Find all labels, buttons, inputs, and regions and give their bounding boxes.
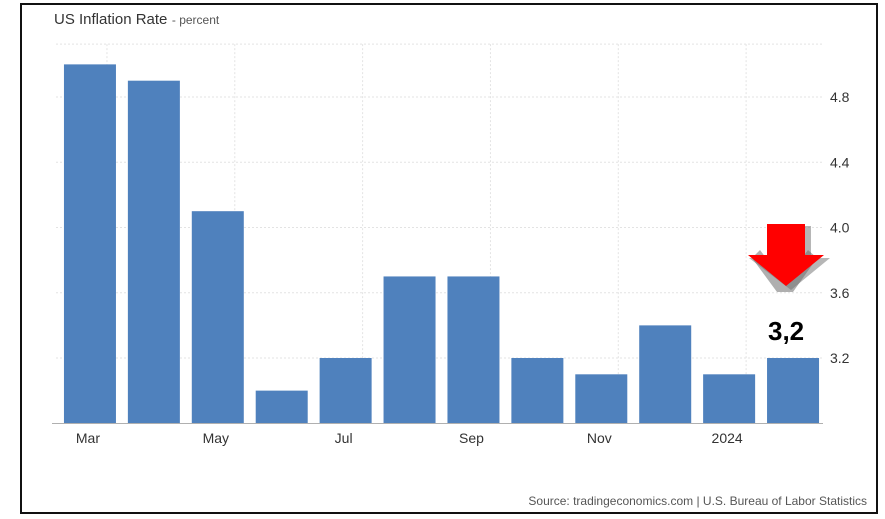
chart-title: US Inflation Rate xyxy=(54,11,168,28)
bar-2024 xyxy=(703,374,756,423)
bar-oct xyxy=(511,358,564,423)
x-tick-label: Mar xyxy=(76,430,100,446)
x-tick-label: Sep xyxy=(459,430,484,446)
bar-sep xyxy=(447,276,500,423)
x-tick-label: Jul xyxy=(335,430,353,446)
y-tick-label: 4.8 xyxy=(830,89,850,105)
bar-jul xyxy=(319,358,372,423)
bar-may xyxy=(191,211,244,423)
y-tick-label: 4.0 xyxy=(830,220,850,236)
y-tick-label: 3.6 xyxy=(830,285,850,301)
x-tick-label: 2024 xyxy=(712,430,743,446)
chart-title-group: US Inflation Rate - percent xyxy=(54,11,219,29)
down-arrow-icon xyxy=(748,224,830,292)
bar-jun xyxy=(255,390,308,423)
latest-value-callout: 3,2 xyxy=(768,316,805,346)
bar-nov xyxy=(575,374,628,423)
y-tick-label: 4.4 xyxy=(830,154,850,170)
bar-mar xyxy=(63,64,116,423)
bar-dec xyxy=(639,325,692,423)
x-tick-label: May xyxy=(203,430,229,446)
chart-subtitle: - percent xyxy=(171,13,220,27)
bar-jan xyxy=(767,358,820,423)
bar-apr xyxy=(127,80,180,423)
source-note: Source: tradingeconomics.com | U.S. Bure… xyxy=(528,494,867,508)
bar-aug xyxy=(383,276,436,423)
y-tick-label: 3.2 xyxy=(830,350,850,366)
x-tick-label: Nov xyxy=(587,430,612,446)
